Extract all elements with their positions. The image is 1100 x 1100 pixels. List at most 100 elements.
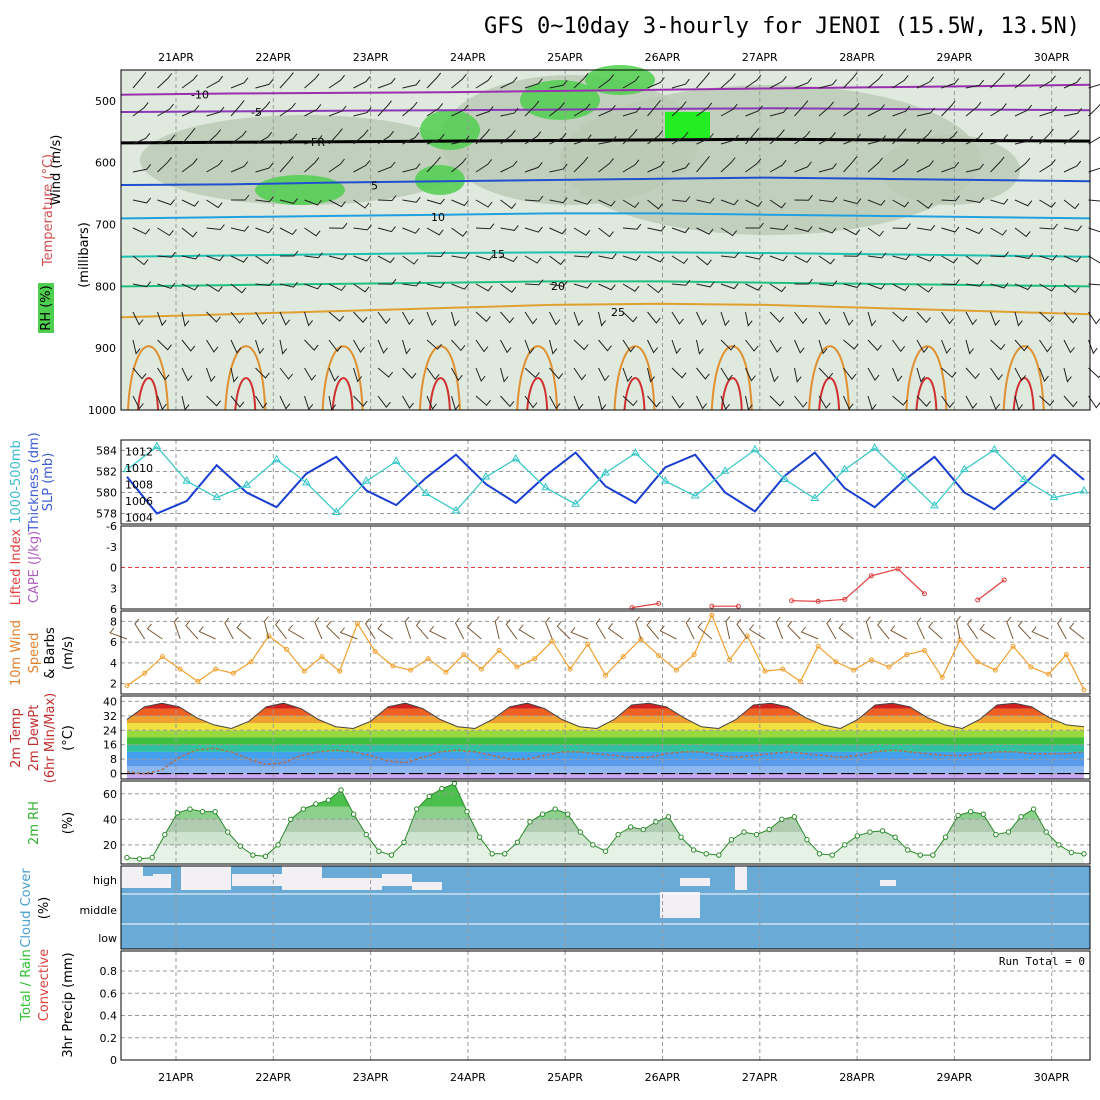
rh-saturated-region bbox=[420, 110, 480, 150]
panel-bg-thickness_slp bbox=[121, 440, 1090, 524]
wind-barb bbox=[1014, 367, 1026, 382]
wind-speed-marker bbox=[922, 647, 927, 653]
wind-barb-10m bbox=[928, 621, 943, 640]
rh-marker bbox=[376, 848, 382, 854]
wind-barb-10m bbox=[826, 618, 837, 640]
wind-barb bbox=[1088, 367, 1100, 379]
wind-barb-10m bbox=[1057, 617, 1067, 640]
wind-barb bbox=[720, 311, 730, 327]
wind-barb bbox=[941, 195, 960, 202]
wind-barb bbox=[280, 250, 299, 257]
wind-barb-10m bbox=[263, 616, 270, 640]
wind-barb bbox=[451, 199, 469, 207]
axis-title: Thickness (dm) bbox=[27, 432, 42, 532]
wind-barb bbox=[475, 159, 493, 173]
rh-marker bbox=[892, 834, 898, 840]
wind-barb-10m bbox=[697, 621, 713, 640]
axis-title: (6hr Min/Max) bbox=[43, 693, 58, 783]
wind-barb bbox=[598, 253, 617, 260]
diurnal-isotherm-loop-hot bbox=[720, 377, 743, 411]
wind-barb bbox=[818, 255, 835, 265]
y-tick-label: 6 bbox=[110, 636, 117, 649]
wind-barb bbox=[892, 339, 906, 353]
y-tick-label: 16 bbox=[103, 739, 117, 752]
wind-speed-marker bbox=[213, 666, 219, 672]
wind-barb bbox=[769, 255, 788, 262]
wind-barb bbox=[696, 72, 711, 89]
y-tick-label: 700 bbox=[95, 219, 116, 232]
wind-barb-10m bbox=[877, 619, 890, 640]
lifted-index-marker bbox=[922, 591, 927, 597]
diurnal-isotherm-loop bbox=[710, 345, 753, 411]
axis-title-temperature: Temperature (°C) bbox=[41, 154, 56, 267]
wind-barb bbox=[1039, 75, 1056, 89]
wind-barb bbox=[328, 105, 347, 117]
wind-barb bbox=[206, 129, 222, 145]
wind-barb bbox=[255, 367, 270, 379]
y-tick-label: 600 bbox=[95, 157, 116, 170]
wind-barb bbox=[1063, 339, 1075, 354]
cloud-row-label: middle bbox=[79, 904, 117, 917]
wind-barb bbox=[1039, 339, 1052, 353]
wind-barb bbox=[769, 224, 789, 231]
rh-marker bbox=[149, 854, 155, 861]
diurnal-isotherm-loop-hot bbox=[915, 377, 938, 411]
wind-barb bbox=[132, 339, 141, 355]
wind-barb bbox=[843, 311, 854, 326]
y-tick-label: 0 bbox=[110, 1054, 117, 1067]
y-tick-label: 24 bbox=[103, 724, 117, 737]
wind-barb bbox=[426, 156, 441, 173]
rh-marker bbox=[615, 831, 621, 838]
axis-title: Total / Rain bbox=[19, 949, 34, 1022]
wind-barb bbox=[328, 199, 346, 208]
wind-barb bbox=[647, 311, 661, 324]
wind-barb bbox=[867, 135, 886, 145]
rh-saturated-region bbox=[415, 165, 465, 195]
wind-barb bbox=[794, 100, 809, 117]
wind-barb bbox=[426, 227, 444, 236]
wind-barb bbox=[230, 100, 245, 117]
wind-speed-marker bbox=[301, 668, 307, 674]
wind-barb bbox=[524, 255, 542, 264]
wind-barb bbox=[304, 104, 322, 117]
wind-barb bbox=[622, 75, 640, 89]
wind-barb bbox=[598, 227, 614, 238]
wind-barb bbox=[696, 227, 714, 235]
wind-barb bbox=[671, 196, 691, 203]
wind-barb-10m bbox=[545, 616, 553, 640]
wind-barb bbox=[696, 311, 707, 326]
wind-barb bbox=[671, 255, 689, 265]
wind-barb bbox=[328, 222, 348, 229]
cloud-clear-patch bbox=[153, 874, 171, 888]
wind-barb bbox=[696, 155, 710, 173]
rh-marker bbox=[678, 834, 684, 840]
wind-barb bbox=[916, 224, 936, 231]
wind-barb bbox=[377, 255, 395, 264]
wind-barb-10m bbox=[865, 616, 872, 640]
diurnal-isotherm-loop-hot bbox=[1012, 377, 1035, 411]
rh-marker bbox=[917, 852, 924, 858]
wind-speed-marker bbox=[833, 659, 839, 665]
wind-barb bbox=[279, 102, 296, 117]
wind-barb bbox=[720, 157, 736, 173]
rh-marker bbox=[640, 826, 646, 833]
wind-barb bbox=[475, 106, 494, 117]
rh-marker bbox=[1018, 814, 1024, 820]
wind-barb bbox=[132, 227, 151, 235]
isotherm-label: FR bbox=[311, 136, 325, 149]
wind-barb bbox=[916, 283, 933, 293]
diurnal-isotherm-loop bbox=[224, 345, 267, 411]
wind-barb bbox=[990, 134, 1009, 145]
diurnal-isotherm-loop bbox=[516, 345, 559, 411]
axis-title: (%) bbox=[37, 897, 52, 920]
wind-barb bbox=[279, 227, 297, 236]
wind-barb bbox=[671, 367, 687, 379]
wind-barb bbox=[157, 73, 173, 89]
wind-barb bbox=[524, 395, 538, 409]
wind-barb bbox=[720, 103, 738, 117]
rh-marker bbox=[237, 843, 244, 849]
wind-barb bbox=[573, 251, 593, 258]
wind-barb-10m bbox=[339, 627, 358, 640]
wind-barb bbox=[279, 367, 293, 380]
